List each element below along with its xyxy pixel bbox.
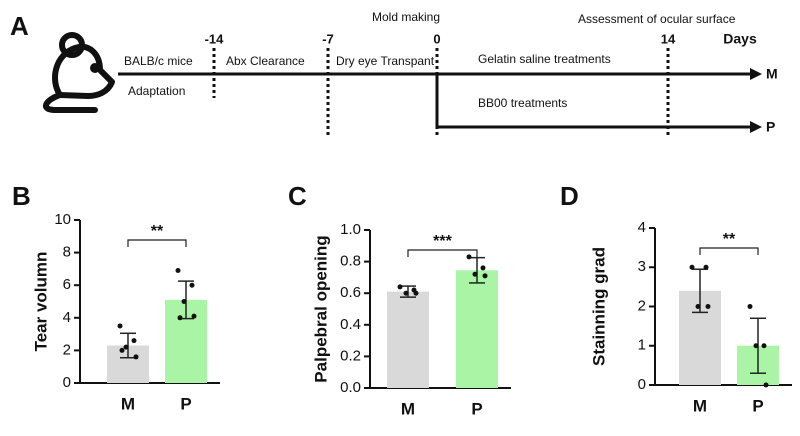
top-label: Assessment of ocular surface	[578, 12, 736, 26]
significance-bracket	[127, 239, 187, 247]
x-tick-label: M	[693, 396, 707, 415]
panel-letter: D	[560, 181, 579, 211]
bar	[456, 270, 498, 388]
y-tick-label: 10	[54, 211, 71, 228]
data-point	[472, 271, 478, 277]
data-point	[133, 354, 139, 360]
group-label: P	[766, 119, 775, 135]
bar	[387, 291, 429, 388]
arrow-head	[750, 68, 762, 80]
y-tick-label: 1.0	[340, 221, 361, 238]
x-tick-label: P	[752, 396, 763, 415]
y-tick-label: 0.6	[340, 284, 361, 301]
data-point	[413, 290, 419, 296]
day-label: -14	[205, 31, 225, 46]
data-point	[705, 304, 711, 309]
panel-letter: A	[10, 11, 29, 41]
significance-bracket	[407, 249, 478, 257]
group-label: M	[766, 66, 778, 82]
phase-label: Gelatin saline treatments	[478, 52, 611, 66]
data-point	[117, 323, 123, 329]
x-tick-label: M	[401, 399, 415, 418]
day-label: 0	[433, 31, 440, 46]
y-tick-label: 0	[63, 374, 71, 391]
y-tick-label: 3	[638, 258, 646, 275]
panel-letter: B	[12, 181, 31, 211]
data-point	[403, 290, 409, 296]
day-label: 14	[661, 31, 676, 46]
y-tick-label: 8	[63, 244, 71, 261]
x-tick-label: P	[180, 394, 191, 413]
significance-label: ***	[433, 233, 452, 250]
phase-label: BALB/c mice	[124, 54, 193, 68]
y-tick-label: 0.0	[340, 379, 361, 396]
y-tick-label: 4	[638, 219, 646, 236]
data-point	[175, 268, 181, 274]
y-tick-label: 0.2	[340, 347, 361, 364]
y-axis-label: Palpebral opening	[311, 235, 330, 382]
data-point	[119, 347, 125, 353]
day-label: -7	[322, 31, 334, 46]
y-axis-label: Tear volumn	[31, 252, 50, 352]
y-tick-label: 0.8	[340, 253, 361, 270]
phase-label: Abx Clearance	[226, 54, 305, 68]
phase-label: Adaptation	[128, 84, 185, 98]
data-point	[695, 304, 701, 309]
data-point	[761, 343, 767, 349]
top-label: Mold making	[372, 10, 440, 24]
data-point	[131, 338, 137, 344]
y-tick-label: 2	[63, 341, 71, 358]
data-point	[466, 254, 472, 260]
arrow-head	[750, 121, 762, 133]
data-point	[189, 282, 195, 288]
data-point	[123, 344, 129, 350]
significance-label: **	[723, 231, 736, 248]
mouse-icon	[43, 32, 115, 113]
panel-letter: C	[288, 181, 307, 211]
significance-label: **	[151, 223, 164, 240]
y-tick-label: 2	[638, 297, 646, 314]
significance-bracket	[699, 247, 759, 255]
data-point	[181, 299, 187, 304]
y-tick-label: 4	[63, 309, 71, 326]
x-tick-label: M	[121, 394, 135, 413]
data-point	[703, 264, 709, 270]
phase-label: BB00 treatments	[478, 96, 567, 110]
data-point	[177, 315, 183, 321]
data-point	[482, 273, 488, 279]
data-point	[480, 265, 486, 271]
data-point	[747, 304, 753, 309]
data-point	[753, 343, 759, 349]
y-tick-label: 0	[638, 376, 646, 393]
data-point	[191, 313, 197, 319]
y-tick-label: 6	[63, 276, 71, 293]
phase-label: Dry eye Transpant	[336, 54, 435, 68]
x-tick-label: P	[471, 399, 482, 418]
data-point	[763, 382, 769, 388]
y-axis-label: Stainning grad	[589, 247, 608, 366]
y-tick-label: 0.4	[340, 316, 361, 333]
data-point	[397, 284, 403, 290]
data-point	[689, 264, 695, 270]
y-tick-label: 1	[638, 337, 646, 354]
days-label: Days	[723, 31, 757, 47]
